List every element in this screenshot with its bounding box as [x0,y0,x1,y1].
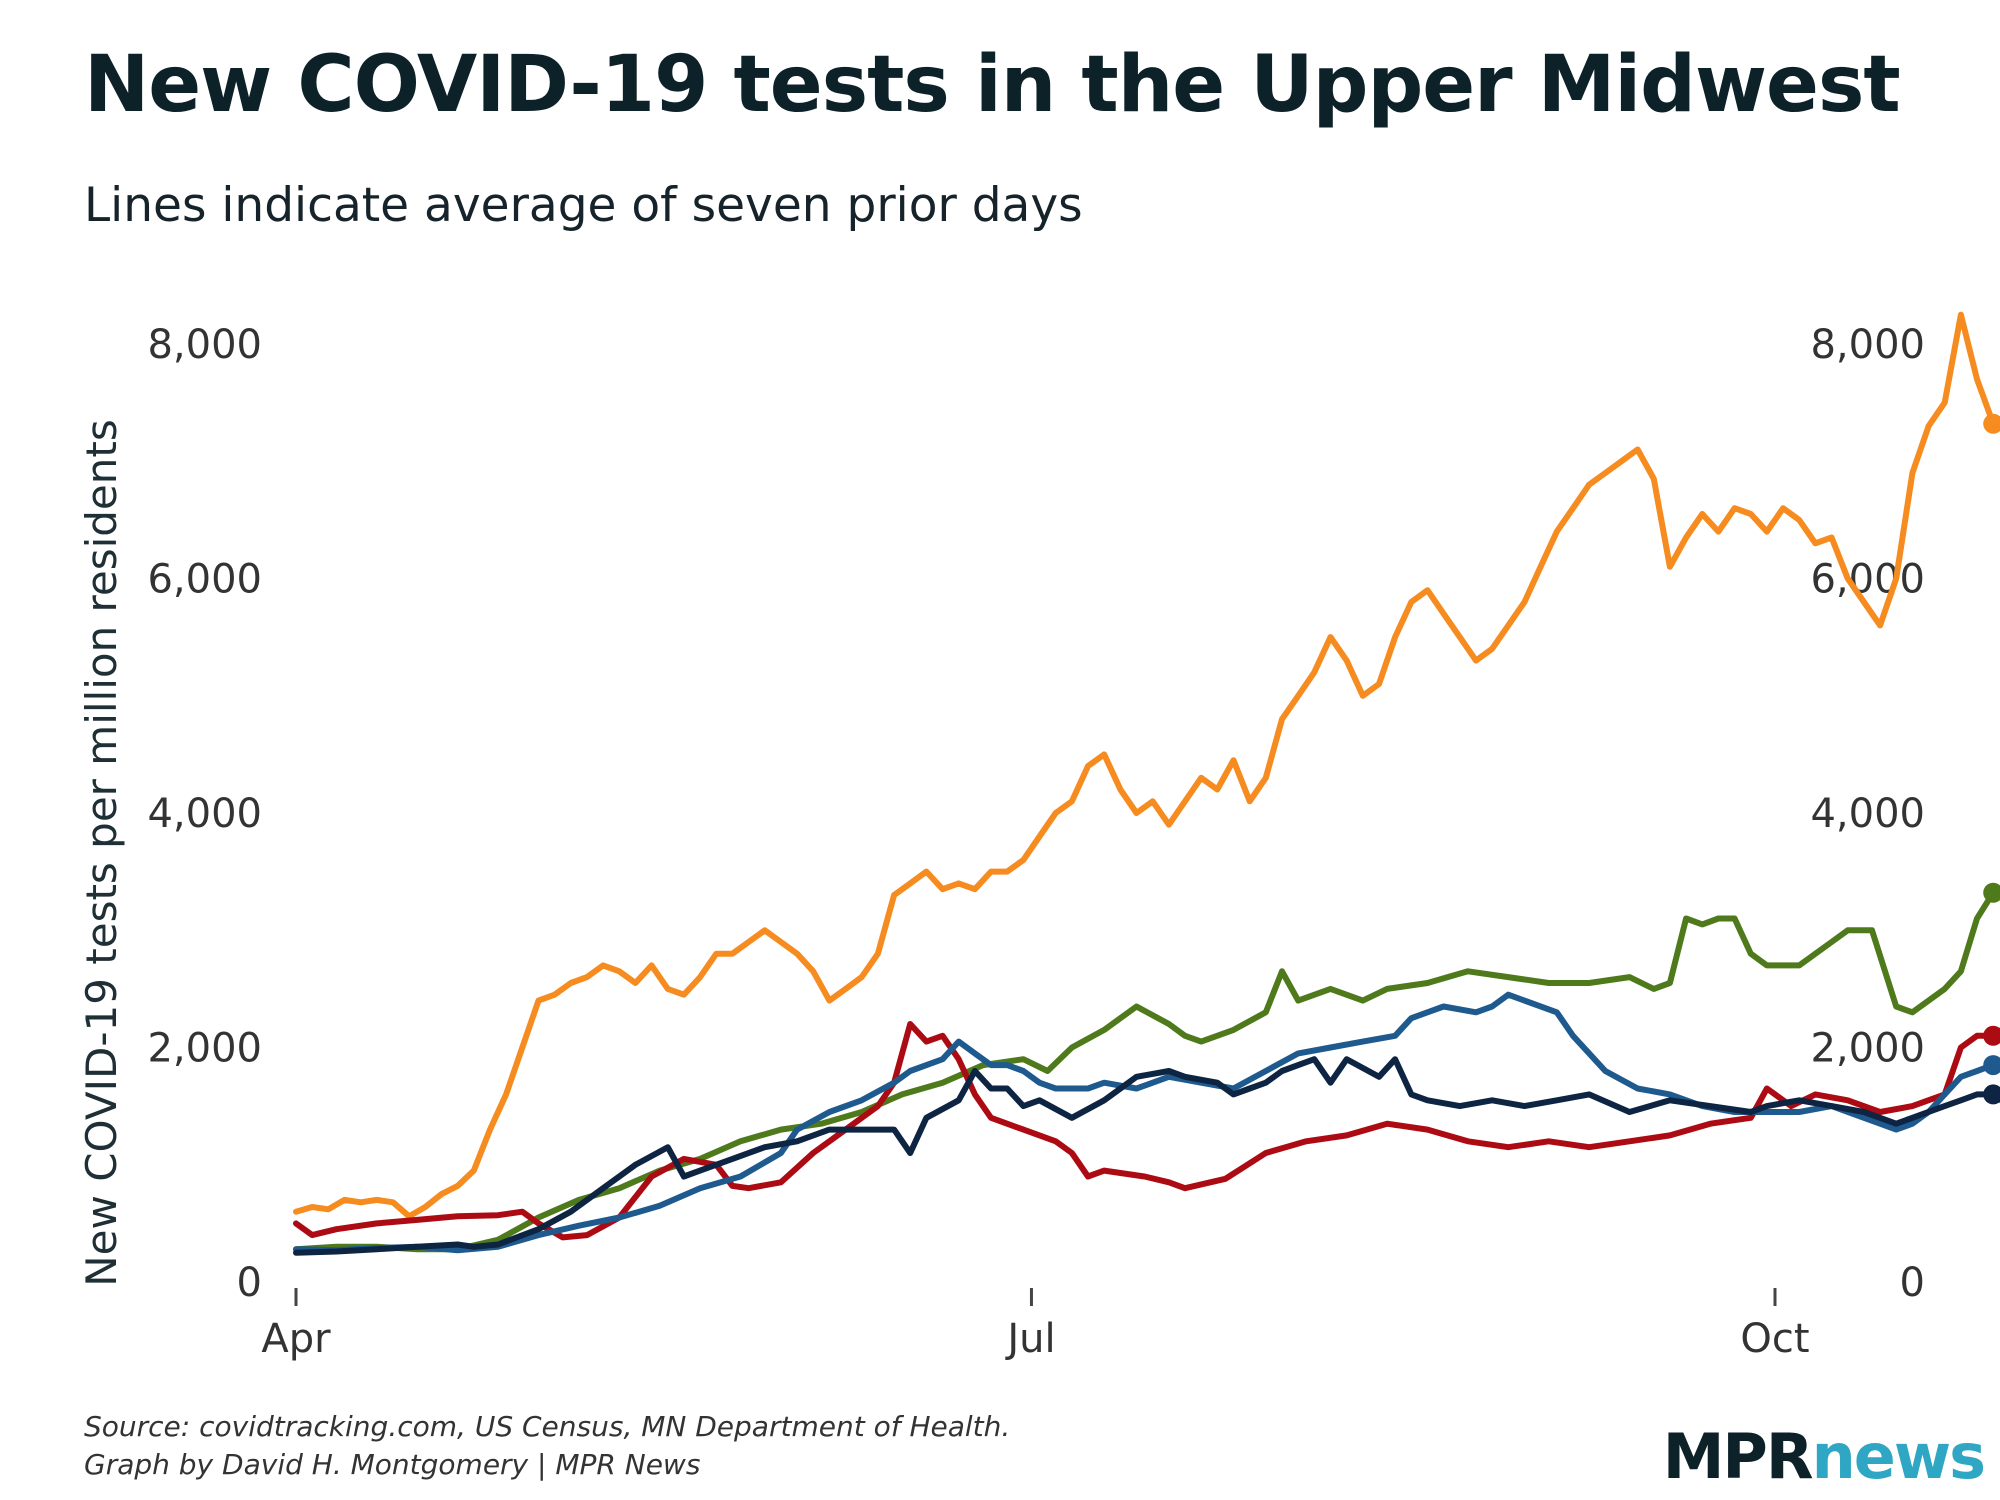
y-axis-label: New COVID-19 tests per million residents [77,419,126,1286]
series-end-marker-ia [1983,1084,2000,1105]
y-tick-label-left: 6,000 [147,557,262,603]
y-tick-label-right: 0 [1900,1260,1925,1306]
chart-subtitle: Lines indicate average of seven prior da… [84,178,1083,233]
chart-title: New COVID-19 tests in the Upper Midwest [84,40,1901,130]
y-tick-label-left: 2,000 [147,1026,262,1072]
y-tick-label-right: 8,000 [1810,322,1925,368]
y-tick-label-left: 0 [237,1260,262,1306]
logo-mpr-text: MPR [1662,1420,1814,1493]
y-tick-label-left: 8,000 [147,322,262,368]
y-axis-right: 0 2,000 4,000 6,000 8,000 [1810,322,1925,1306]
line-chart: 0 2,000 4,000 6,000 8,000 0 2,000 4,000 6,000 8,… [77,311,2000,1362]
series-line-nd [293,311,1997,1220]
series-end-marker-mn [1983,882,2000,903]
series-line-sd [293,1021,1997,1241]
source-line: Source: covidtracking.com, US Census, MN… [84,1410,1011,1443]
series-line-mn [293,889,1997,1253]
x-tick-label: Jul [1004,1316,1055,1362]
y-tick-label-right: 2,000 [1810,1026,1925,1072]
series-end-marker-sd [1983,1025,2000,1046]
y-axis-left: 0 2,000 4,000 6,000 8,000 [147,322,262,1306]
series-layer [293,311,2000,1256]
mpr-news-logo: MPRnews [1662,1420,1986,1493]
y-tick-label-left: 4,000 [147,791,262,837]
logo-news-text: news [1811,1420,1986,1493]
source-note: Source: covidtracking.com, US Census, MN… [84,1408,1010,1484]
y-tick-label-right: 4,000 [1810,791,1925,837]
x-axis: Apr Jul Oct [261,1288,1810,1362]
y-tick-label-right: 6,000 [1810,557,1925,603]
series-line-ia [293,1056,1997,1256]
x-tick-label: Apr [261,1316,331,1362]
series-end-marker-nd [1983,413,2000,434]
credit-line: Graph by David H. Montgomery | MPR News [84,1448,701,1481]
x-tick-label: Oct [1740,1316,1809,1362]
series-end-marker-wi [1983,1055,2000,1076]
series-line-wi [293,991,1997,1254]
